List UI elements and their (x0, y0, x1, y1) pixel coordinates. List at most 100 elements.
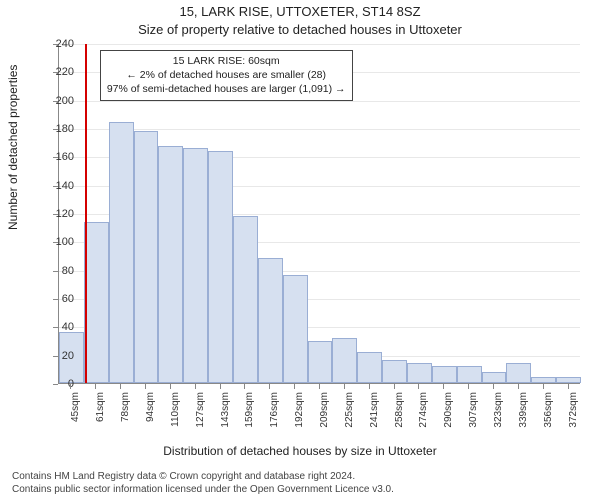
xtick-mark (244, 384, 245, 389)
xtick-mark (294, 384, 295, 389)
xtick-label: 290sqm (443, 392, 454, 434)
xtick-mark (443, 384, 444, 389)
histogram-bar (332, 338, 357, 383)
ytick-mark (53, 214, 58, 215)
histogram-bar (84, 222, 109, 384)
xtick-mark (518, 384, 519, 389)
ytick-label: 80 (44, 265, 74, 277)
xtick-mark (195, 384, 196, 389)
histogram-bar (233, 216, 258, 383)
histogram-bar (531, 377, 556, 383)
xtick-label: 159sqm (244, 392, 255, 434)
xtick-mark (493, 384, 494, 389)
xtick-label: 307sqm (468, 392, 479, 434)
marker-line (85, 44, 87, 383)
xtick-mark (543, 384, 544, 389)
xtick-label: 143sqm (220, 392, 231, 434)
xtick-label: 127sqm (195, 392, 206, 434)
xtick-label: 78sqm (120, 392, 131, 434)
annotation-box: 15 LARK RISE: 60sqm← 2% of detached hous… (100, 50, 353, 101)
xtick-label: 225sqm (344, 392, 355, 434)
title-subtitle: Size of property relative to detached ho… (0, 22, 600, 37)
xtick-label: 258sqm (394, 392, 405, 434)
annotation-line: 97% of semi-detached houses are larger (… (107, 82, 346, 96)
ytick-mark (53, 157, 58, 158)
ytick-label: 40 (44, 321, 74, 333)
xtick-mark (344, 384, 345, 389)
footer-attribution: Contains HM Land Registry data © Crown c… (12, 470, 394, 496)
x-axis-label: Distribution of detached houses by size … (0, 444, 600, 458)
xtick-mark (120, 384, 121, 389)
histogram-bar (109, 122, 134, 383)
xtick-mark (269, 384, 270, 389)
xtick-label: 339sqm (518, 392, 529, 434)
xtick-mark (394, 384, 395, 389)
histogram-bar (283, 275, 308, 383)
gridline (59, 44, 580, 45)
histogram-bar (158, 146, 183, 383)
histogram-bar (482, 372, 507, 383)
xtick-label: 323sqm (493, 392, 504, 434)
title-address: 15, LARK RISE, UTTOXETER, ST14 8SZ (0, 4, 600, 19)
xtick-label: 94sqm (145, 392, 156, 434)
histogram-bar (308, 341, 333, 384)
xtick-mark (95, 384, 96, 389)
xtick-mark (369, 384, 370, 389)
xtick-label: 372sqm (568, 392, 579, 434)
xtick-label: 176sqm (269, 392, 280, 434)
gridline (59, 129, 580, 130)
histogram-bar (357, 352, 382, 383)
xtick-label: 110sqm (170, 392, 181, 434)
ytick-mark (53, 72, 58, 73)
ytick-mark (53, 101, 58, 102)
histogram-bar (183, 148, 208, 383)
histogram-bar (556, 377, 581, 383)
ytick-label: 180 (44, 123, 74, 135)
ytick-mark (53, 299, 58, 300)
ytick-mark (53, 129, 58, 130)
histogram-bar (134, 131, 159, 383)
ytick-mark (53, 186, 58, 187)
ytick-label: 220 (44, 66, 74, 78)
ytick-label: 100 (44, 236, 74, 248)
ytick-mark (53, 44, 58, 45)
y-axis-label: Number of detached properties (6, 65, 20, 230)
ytick-mark (53, 384, 58, 385)
histogram-bar (208, 151, 233, 383)
xtick-mark (70, 384, 71, 389)
xtick-label: 274sqm (418, 392, 429, 434)
ytick-label: 20 (44, 350, 74, 362)
xtick-mark (418, 384, 419, 389)
xtick-mark (170, 384, 171, 389)
histogram-bar (407, 363, 432, 383)
ytick-mark (53, 242, 58, 243)
ytick-mark (53, 356, 58, 357)
annotation-line: ← 2% of detached houses are smaller (28) (107, 68, 346, 82)
ytick-label: 60 (44, 293, 74, 305)
xtick-label: 45sqm (70, 392, 81, 434)
ytick-label: 140 (44, 180, 74, 192)
xtick-label: 192sqm (294, 392, 305, 434)
ytick-mark (53, 327, 58, 328)
xtick-label: 241sqm (369, 392, 380, 434)
xtick-mark (145, 384, 146, 389)
ytick-label: 120 (44, 208, 74, 220)
gridline (59, 101, 580, 102)
histogram-bar (457, 366, 482, 383)
histogram-bar (382, 360, 407, 383)
histogram-bar (432, 366, 457, 383)
xtick-label: 209sqm (319, 392, 330, 434)
ytick-label: 200 (44, 95, 74, 107)
annotation-line: 15 LARK RISE: 60sqm (107, 54, 346, 68)
footer-line2: Contains public sector information licen… (12, 483, 394, 496)
histogram-bar (506, 363, 531, 383)
footer-line1: Contains HM Land Registry data © Crown c… (12, 470, 394, 483)
ytick-mark (53, 271, 58, 272)
xtick-mark (468, 384, 469, 389)
xtick-mark (568, 384, 569, 389)
xtick-label: 356sqm (543, 392, 554, 434)
xtick-mark (220, 384, 221, 389)
histogram-bar (258, 258, 283, 383)
xtick-label: 61sqm (95, 392, 106, 434)
ytick-label: 240 (44, 38, 74, 50)
